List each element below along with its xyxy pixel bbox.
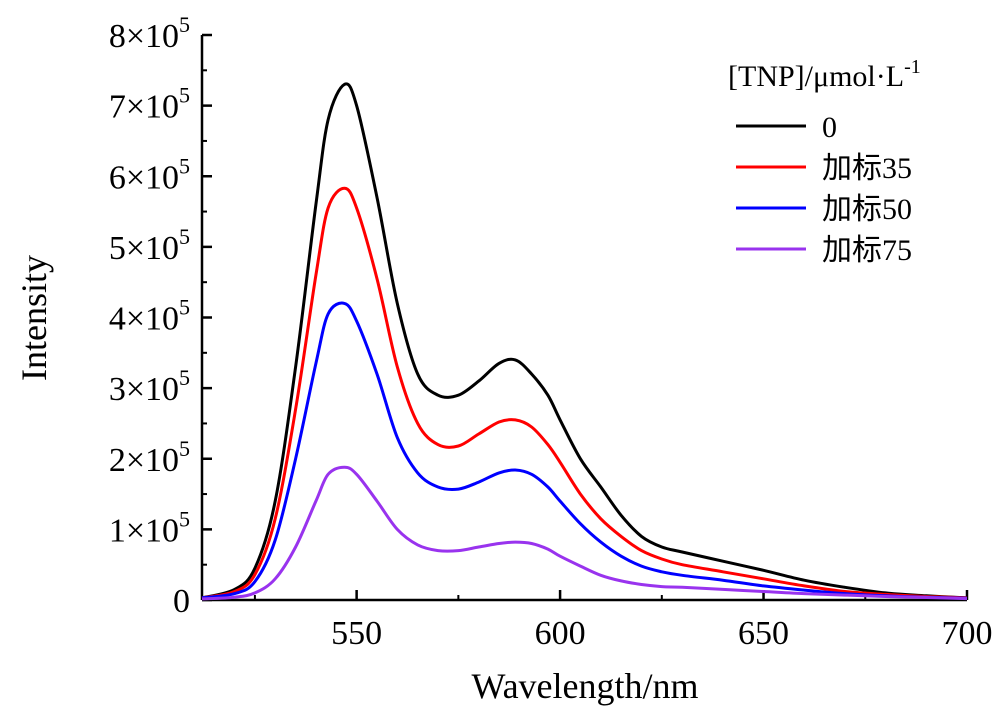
legend-title: [TNP]/μmol·L-1	[728, 56, 921, 93]
x-tick-label: 600	[535, 615, 586, 652]
legend-label-2: 加标50	[822, 193, 912, 226]
y-tick-label: 7×105	[109, 83, 190, 126]
legend-label-3: 加标75	[822, 234, 912, 267]
y-tick-label: 0	[173, 583, 190, 620]
x-tick-label: 550	[331, 615, 382, 652]
y-axis-title: Intensity	[14, 255, 54, 381]
legend-label-1: 加标35	[822, 152, 912, 185]
y-tick-label: 5×105	[109, 224, 190, 267]
y-tick-label: 4×105	[109, 295, 190, 338]
y-tick-label: 2×105	[109, 436, 190, 479]
series-lines	[201, 82, 968, 601]
x-axis-title: Wavelength/nm	[471, 666, 698, 706]
axes: 550 600 650 700 0 1×105 2×105 3×105 4×105 5×105 6×…	[109, 12, 993, 652]
y-tick-label: 6×105	[109, 153, 190, 196]
y-tick-label: 8×105	[109, 12, 190, 55]
x-tick-label: 700	[942, 615, 993, 652]
series-line-2	[201, 301, 968, 600]
x-tick-label: 650	[738, 615, 789, 652]
y-tick-label: 1×105	[109, 506, 190, 549]
series-line-0	[201, 82, 968, 600]
legend-label-0: 0	[822, 111, 837, 144]
y-tick-label: 3×105	[109, 365, 190, 408]
series-line-3	[201, 465, 968, 601]
legend: [TNP]/μmol·L-1 0 加标35 加标50 加标75	[728, 56, 921, 267]
series-line-1	[201, 186, 968, 600]
